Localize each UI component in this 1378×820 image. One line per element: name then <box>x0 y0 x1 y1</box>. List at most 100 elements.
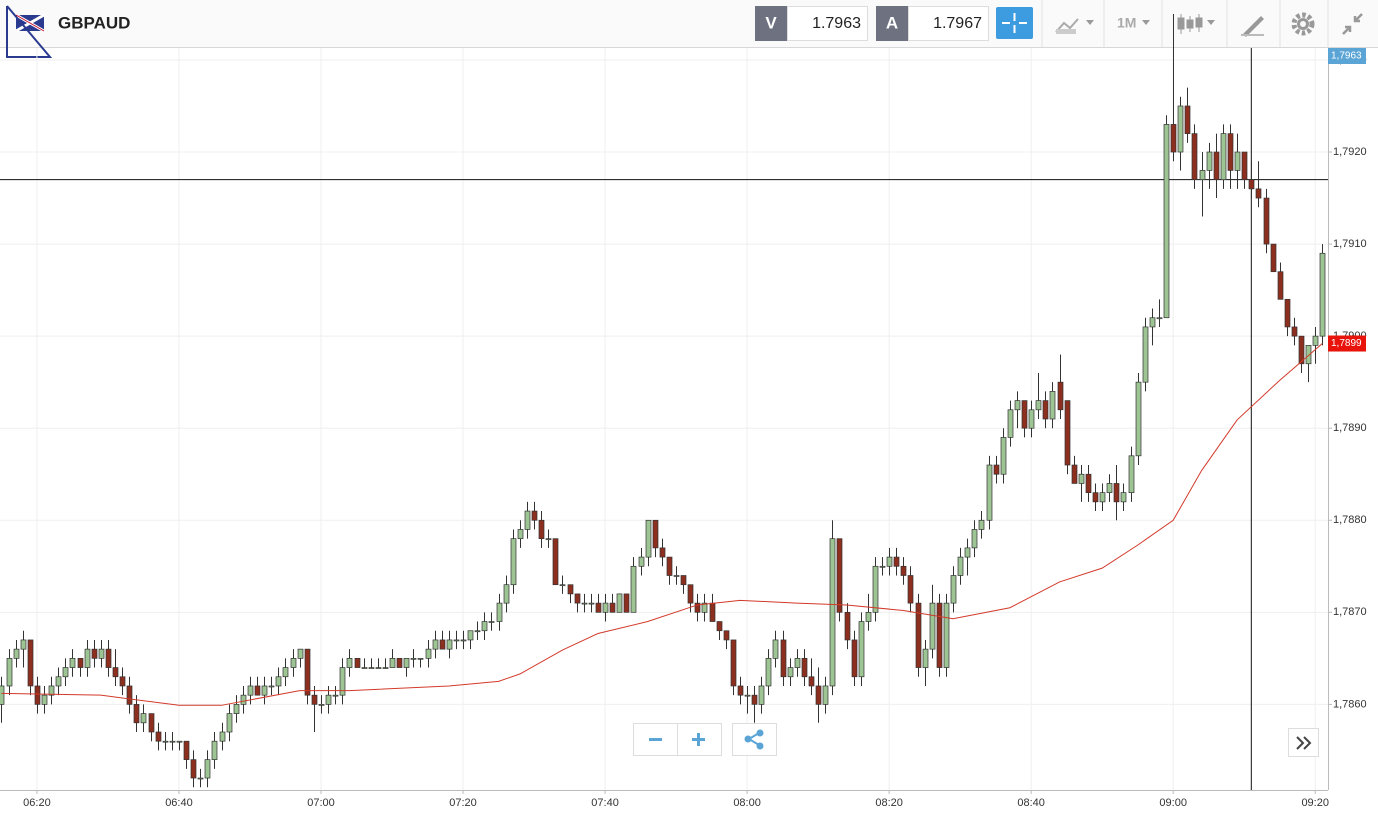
candle-body <box>290 658 297 668</box>
x-tick-label: 07:00 <box>307 797 335 809</box>
ask-box[interactable] <box>908 6 989 41</box>
candle-body <box>510 538 517 586</box>
candle-body <box>1270 243 1277 273</box>
x-tick-label: 09:00 <box>1159 797 1187 809</box>
candle-body <box>126 685 133 705</box>
candle-body <box>169 740 176 743</box>
candle-body <box>737 685 744 696</box>
candle-body <box>1014 400 1021 411</box>
candle-body <box>361 667 368 669</box>
candle-body <box>780 639 787 678</box>
candle-body <box>140 713 147 724</box>
ask-price: 1.7967 <box>933 15 982 32</box>
price-badge <box>1328 48 1366 64</box>
zoom-out-button[interactable] <box>633 723 678 756</box>
candle-body <box>1163 124 1170 319</box>
candle-body <box>602 602 609 613</box>
candle-body <box>133 704 140 724</box>
candle-body <box>765 658 772 687</box>
candle-body <box>396 658 403 668</box>
candle-body <box>638 556 645 567</box>
candle-body <box>872 565 879 613</box>
candle-body <box>701 602 708 613</box>
candle-body <box>623 593 630 613</box>
candle-body <box>971 529 978 549</box>
x-tick-label: 08:20 <box>875 797 903 809</box>
candle-body <box>680 575 687 586</box>
candle-body <box>879 565 886 568</box>
candle-body <box>1071 464 1078 484</box>
crosshair-button[interactable] <box>996 7 1033 39</box>
ask-tag <box>876 6 908 41</box>
candle-body <box>1049 391 1056 420</box>
candle-body <box>751 694 758 705</box>
settings-button[interactable] <box>1291 12 1315 36</box>
candle-body <box>91 648 98 659</box>
candle-body <box>1085 473 1092 493</box>
candle-body <box>1035 400 1042 411</box>
candle-body <box>922 648 929 668</box>
candle-body <box>247 685 254 696</box>
candle-body <box>517 529 524 540</box>
y-tick-label: 1,7880 <box>1333 514 1367 526</box>
x-tick-label: 06:20 <box>23 797 51 809</box>
candle-body <box>417 658 424 660</box>
candle-body <box>453 639 460 642</box>
candle-body <box>964 547 971 558</box>
candle-body <box>48 685 55 696</box>
candle-body <box>1000 437 1007 475</box>
collapse-button[interactable] <box>1342 13 1363 35</box>
drawing-tools-button[interactable] <box>1241 16 1264 37</box>
candle-body <box>538 519 545 540</box>
moving-average <box>1 343 1323 706</box>
candle-body <box>716 621 723 632</box>
candle-body <box>69 658 76 668</box>
candle-body <box>943 602 950 668</box>
candle-body <box>886 556 893 567</box>
candle-body <box>1042 400 1049 420</box>
candle-body <box>1128 455 1135 493</box>
share-button[interactable] <box>732 723 777 756</box>
bid-box[interactable] <box>787 6 868 41</box>
candle-body <box>13 648 20 659</box>
candle-body <box>1305 345 1312 365</box>
candle-body <box>1248 179 1255 190</box>
candle-body <box>84 648 91 668</box>
candle-body <box>496 602 503 622</box>
zoom-in-button[interactable] <box>677 723 722 756</box>
timeframe[interactable]: 1M <box>1117 15 1136 31</box>
candle-body <box>609 602 616 613</box>
candle-body <box>105 648 112 668</box>
candle-body <box>687 584 694 604</box>
candle-body <box>354 658 361 668</box>
candle-body <box>1064 400 1071 466</box>
candle-body <box>474 630 481 633</box>
candle-body <box>375 667 382 669</box>
candle-body <box>304 648 311 696</box>
y-tick-label: 1,7870 <box>1333 606 1367 618</box>
candle-body <box>1206 151 1213 171</box>
candle-body <box>1007 409 1014 438</box>
candle-body <box>986 464 993 521</box>
candle-body <box>1298 335 1305 365</box>
scroll-right-button[interactable] <box>1288 728 1319 757</box>
price-badge-label: 1,7963 <box>1331 51 1362 62</box>
candle-body <box>162 740 169 743</box>
candle-body <box>1319 252 1326 337</box>
candle-body <box>801 658 808 678</box>
candle-body <box>119 676 126 687</box>
candle-body <box>1057 381 1064 411</box>
candle-body <box>0 685 5 705</box>
candle-body <box>1234 151 1241 171</box>
chart-type-button[interactable] <box>1055 18 1094 34</box>
candle-body <box>822 685 829 705</box>
candle-style-button[interactable] <box>1177 14 1215 34</box>
bid-tag <box>755 6 787 41</box>
candle-body <box>41 694 48 705</box>
candle-body <box>346 658 353 668</box>
candle-body <box>1170 124 1177 153</box>
candle-body <box>282 667 289 678</box>
candle-body <box>382 667 389 669</box>
candle-body <box>77 658 84 668</box>
candle-body <box>481 621 488 632</box>
